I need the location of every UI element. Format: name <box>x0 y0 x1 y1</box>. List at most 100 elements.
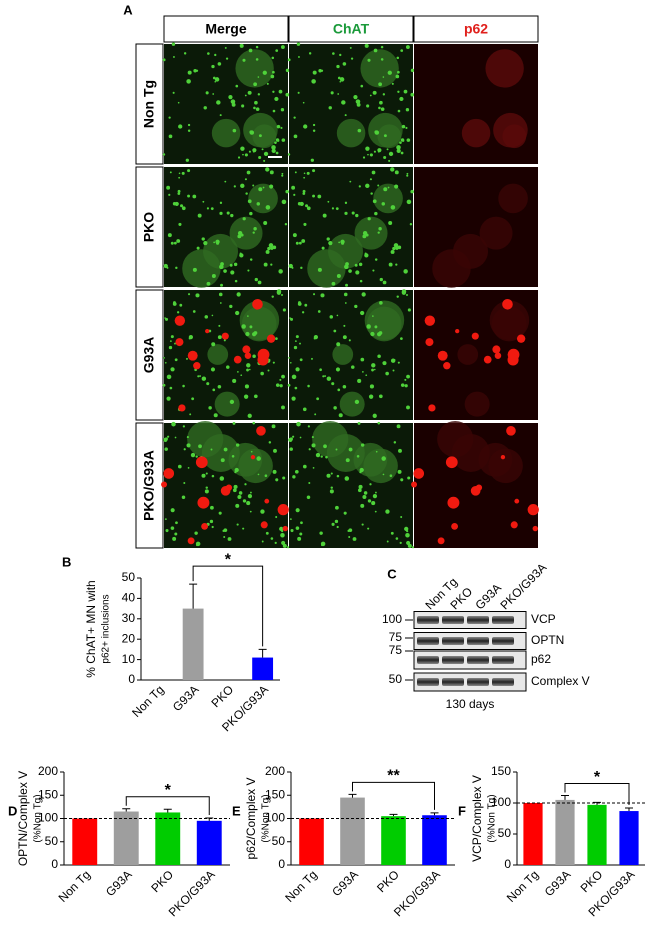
blot-band <box>417 678 439 686</box>
puncta <box>382 76 385 78</box>
significance-label: * <box>225 551 232 568</box>
puncta <box>369 153 373 157</box>
puncta <box>188 335 193 340</box>
puncta <box>271 295 274 298</box>
y-tick-label: 50 <box>272 834 286 848</box>
puncta <box>274 541 277 544</box>
puncta <box>371 501 376 506</box>
puncta <box>187 194 191 198</box>
puncta <box>338 241 341 244</box>
cell-body <box>457 344 479 365</box>
puncta <box>362 234 367 239</box>
puncta <box>301 239 306 243</box>
puncta <box>285 92 290 97</box>
puncta <box>230 270 235 275</box>
x-tick-label: Non Tg <box>282 867 320 905</box>
band-label: p62 <box>531 652 551 666</box>
puncta <box>378 394 383 399</box>
puncta <box>327 200 330 203</box>
puncta <box>264 474 268 478</box>
puncta <box>374 258 378 261</box>
puncta <box>234 471 237 474</box>
puncta <box>375 450 378 453</box>
puncta <box>319 531 323 535</box>
puncta <box>367 527 370 530</box>
puncta <box>276 124 281 129</box>
puncta <box>326 237 330 241</box>
puncta <box>330 472 333 475</box>
puncta <box>340 239 345 244</box>
puncta <box>298 56 300 58</box>
puncta <box>361 292 366 297</box>
puncta <box>367 153 369 156</box>
puncta <box>295 335 299 339</box>
puncta <box>407 476 411 480</box>
puncta <box>396 295 399 298</box>
puncta <box>344 211 348 215</box>
micrograph <box>287 289 413 420</box>
puncta <box>233 185 236 188</box>
puncta <box>397 245 402 250</box>
puncta <box>271 56 275 60</box>
puncta <box>229 304 233 309</box>
puncta <box>179 303 183 307</box>
puncta <box>290 529 294 533</box>
puncta <box>279 378 282 381</box>
puncta <box>245 192 248 195</box>
puncta <box>317 310 321 313</box>
inclusion <box>187 537 195 545</box>
puncta <box>210 207 214 211</box>
significance-bracket <box>125 796 210 816</box>
puncta <box>280 108 285 112</box>
puncta <box>163 356 165 359</box>
puncta <box>246 368 249 372</box>
puncta <box>168 345 173 350</box>
cell-body <box>238 448 273 484</box>
puncta <box>403 89 408 94</box>
puncta <box>393 441 397 444</box>
puncta <box>371 368 374 372</box>
inclusion <box>451 522 459 530</box>
puncta <box>246 363 251 368</box>
puncta <box>357 488 362 493</box>
puncta <box>377 184 380 187</box>
puncta <box>343 324 346 327</box>
puncta <box>180 204 184 208</box>
cell-body <box>451 434 490 472</box>
puncta <box>265 249 270 254</box>
puncta <box>406 172 409 175</box>
puncta <box>355 270 360 275</box>
y-tick-label: 50 <box>122 570 136 584</box>
puncta <box>302 101 305 104</box>
puncta <box>239 43 244 48</box>
puncta <box>357 378 362 383</box>
y-tick-label: 0 <box>51 857 58 871</box>
puncta <box>244 153 248 157</box>
puncta <box>242 527 245 530</box>
puncta <box>226 211 230 215</box>
cell-body <box>339 391 365 417</box>
puncta <box>235 443 240 447</box>
blot-band <box>442 637 464 645</box>
puncta <box>252 184 255 187</box>
puncta <box>252 354 256 358</box>
puncta <box>313 335 318 340</box>
bar <box>252 657 274 680</box>
marker-label: 75 <box>389 643 403 657</box>
inclusion <box>437 537 445 545</box>
puncta <box>173 301 176 304</box>
puncta <box>374 130 378 134</box>
puncta <box>172 536 177 541</box>
puncta <box>205 91 209 95</box>
puncta <box>362 495 367 500</box>
puncta <box>308 52 312 55</box>
puncta <box>282 308 286 312</box>
inclusion <box>242 345 251 354</box>
bar <box>196 820 222 865</box>
puncta <box>320 455 323 458</box>
y-tick-label: 0 <box>278 857 285 871</box>
puncta <box>163 263 168 269</box>
puncta <box>344 476 350 481</box>
puncta <box>219 211 223 215</box>
puncta <box>172 91 175 94</box>
